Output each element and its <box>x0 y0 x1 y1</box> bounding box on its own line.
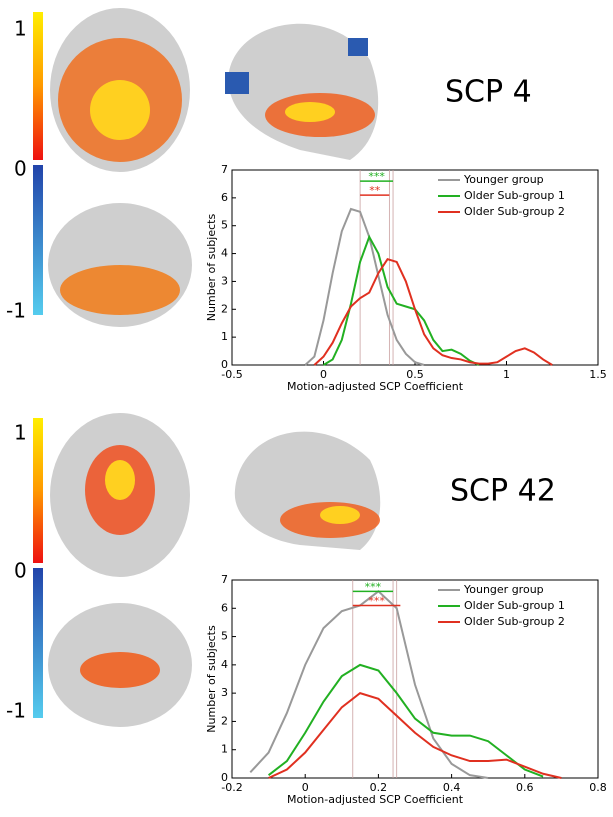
colorbar-label: -1 <box>6 699 26 723</box>
y-axis-label: Number of subjects <box>205 214 218 322</box>
colorbar-positive <box>33 12 43 160</box>
density-curve <box>268 692 562 779</box>
y-tick-label: 2 <box>221 302 228 315</box>
colorbar-negative <box>33 165 43 315</box>
y-tick-label: 1 <box>221 743 228 756</box>
y-tick-label: 0 <box>221 771 228 784</box>
density-curve <box>249 590 489 779</box>
y-axis-label: Number of subjects <box>205 625 218 733</box>
y-tick-label: 4 <box>221 658 228 671</box>
y-tick-label: 7 <box>221 163 228 176</box>
x-tick-label: 1.5 <box>589 368 607 381</box>
legend-label: Younger group <box>463 173 544 186</box>
legend-label: Older Sub-group 1 <box>464 189 565 202</box>
y-tick-label: 3 <box>221 274 228 287</box>
x-axis-label: Motion-adjusted SCP Coefficient <box>287 793 464 806</box>
colorbar-label: -1 <box>6 299 26 323</box>
panel-label: SCP 4 <box>445 75 532 110</box>
colorbar-label: 0 <box>14 559 27 583</box>
x-tick-label: 0 <box>320 368 327 381</box>
x-axis-label: Motion-adjusted SCP Coefficient <box>287 380 464 393</box>
x-tick-label: 0.4 <box>443 781 461 794</box>
legend-label: Older Sub-group 1 <box>464 599 565 612</box>
significance-label: *** <box>368 170 385 183</box>
colorbar-label: 1 <box>14 17 27 41</box>
x-tick-label: -0.5 <box>221 368 242 381</box>
brain-images <box>48 8 381 727</box>
colorbar-label: 0 <box>14 157 27 181</box>
x-tick-label: 0.6 <box>516 781 534 794</box>
y-tick-label: 6 <box>221 601 228 614</box>
y-tick-label: 4 <box>221 247 228 260</box>
density-curve <box>267 663 544 778</box>
x-tick-label: -0.2 <box>221 781 242 794</box>
colorbar-positive <box>33 418 43 563</box>
density-curve <box>313 257 553 366</box>
x-tick-label: 1 <box>503 368 510 381</box>
significance-label: *** <box>368 594 385 607</box>
y-tick-label: 2 <box>221 714 228 727</box>
y-tick-label: 5 <box>221 630 228 643</box>
y-tick-label: 0 <box>221 358 228 371</box>
density-curve <box>304 207 425 366</box>
colorbar-label: 1 <box>14 421 27 445</box>
x-tick-label: 0.8 <box>589 781 607 794</box>
y-tick-label: 3 <box>221 686 228 699</box>
legend-label: Older Sub-group 2 <box>464 205 565 218</box>
y-tick-label: 5 <box>221 219 228 232</box>
legend-label: Older Sub-group 2 <box>464 615 565 628</box>
y-tick-label: 6 <box>221 191 228 204</box>
y-tick-label: 1 <box>221 330 228 343</box>
x-tick-label: 0.5 <box>406 368 424 381</box>
significance-label: ** <box>369 184 381 197</box>
plot-area <box>231 579 599 779</box>
panel-label: SCP 42 <box>450 474 556 509</box>
x-tick-label: 0.2 <box>370 781 388 794</box>
x-tick-label: 0 <box>302 781 309 794</box>
legend-label: Younger group <box>463 583 544 596</box>
significance-label: *** <box>365 580 382 593</box>
colorbar-negative <box>33 568 43 718</box>
y-tick-label: 7 <box>221 573 228 586</box>
